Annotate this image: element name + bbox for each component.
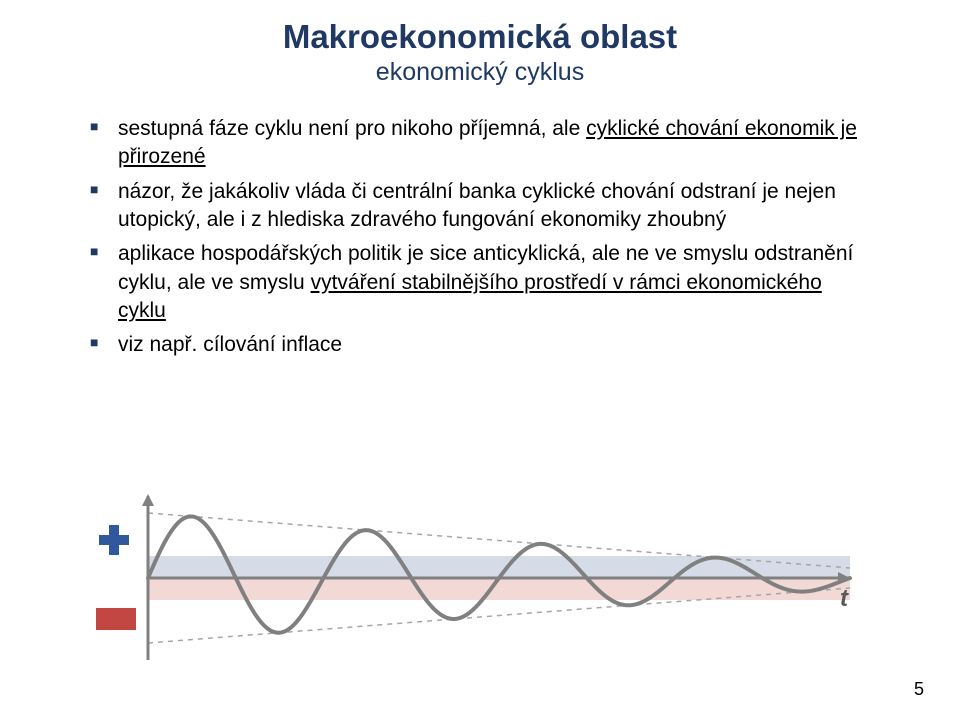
title-block: Makroekonomická oblast ekonomický cyklus xyxy=(90,18,870,87)
plus-label-h xyxy=(99,535,129,545)
bullet-text-pre: viz např. cílování inflace xyxy=(118,333,342,356)
bullet-item: aplikace hospodářských politik je sice a… xyxy=(90,240,870,325)
bullet-text-pre: názor, že jakákoliv vláda či centrální b… xyxy=(118,180,836,231)
y-axis-arrow xyxy=(142,494,154,506)
bullet-item: viz např. cílování inflace xyxy=(90,331,870,359)
page-subtitle: ekonomický cyklus xyxy=(90,58,870,87)
bullet-item: sestupná fáze cyklu není pro nikoho příj… xyxy=(90,115,870,172)
bullet-list: sestupná fáze cyklu není pro nikoho příj… xyxy=(90,115,870,360)
page-title: Makroekonomická oblast xyxy=(90,18,870,56)
cycle-chart: t xyxy=(90,478,870,678)
chart-svg: t xyxy=(90,478,870,678)
minus-label xyxy=(96,608,136,630)
bullet-item: názor, že jakákoliv vláda či centrální b… xyxy=(90,178,870,235)
t-axis-label: t xyxy=(840,585,849,612)
slide: Makroekonomická oblast ekonomický cyklus… xyxy=(0,0,960,718)
bullet-text-pre: sestupná fáze cyklu není pro nikoho příj… xyxy=(118,117,586,140)
page-number: 5 xyxy=(914,679,924,700)
